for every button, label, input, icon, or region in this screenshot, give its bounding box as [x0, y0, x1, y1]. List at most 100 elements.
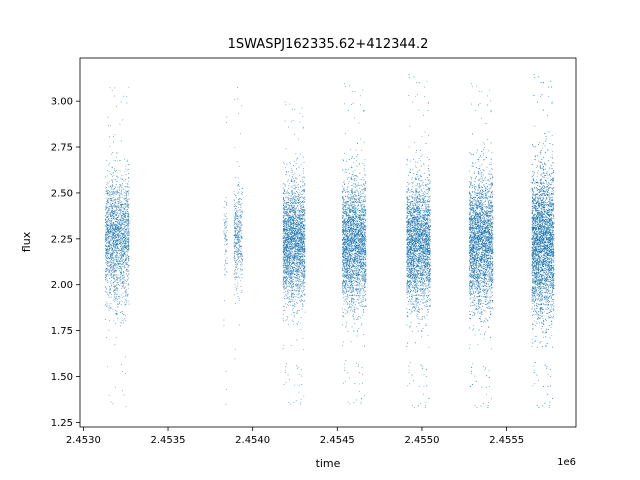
data-point — [292, 292, 294, 294]
data-point — [116, 288, 118, 289]
data-point — [285, 276, 287, 278]
data-point — [302, 259, 304, 261]
data-point — [121, 222, 123, 224]
data-point — [119, 221, 121, 223]
data-point — [291, 197, 293, 199]
data-point — [238, 239, 240, 241]
data-point — [114, 292, 116, 294]
data-point — [290, 180, 292, 182]
data-point — [124, 317, 126, 319]
data-point — [234, 261, 236, 263]
data-point — [294, 264, 296, 266]
data-point — [110, 243, 112, 245]
data-point — [126, 249, 128, 251]
data-point — [128, 86, 130, 88]
data-point — [122, 232, 124, 234]
data-point — [287, 260, 289, 262]
data-point — [295, 365, 297, 367]
data-point — [298, 257, 300, 259]
data-point — [288, 206, 290, 208]
data-point — [296, 272, 298, 274]
data-point — [298, 254, 300, 255]
data-point — [285, 104, 287, 106]
data-point — [239, 210, 241, 212]
data-point — [294, 205, 296, 207]
data-point — [286, 171, 287, 173]
data-point — [287, 257, 289, 259]
data-point — [128, 266, 129, 268]
data-point — [112, 225, 114, 227]
data-point — [120, 101, 122, 103]
data-point — [116, 314, 118, 316]
data-point — [289, 219, 291, 221]
data-point — [300, 201, 302, 203]
data-point — [235, 195, 237, 196]
data-point — [239, 277, 240, 279]
data-point — [114, 228, 116, 230]
data-point — [240, 190, 242, 192]
data-point — [301, 254, 303, 256]
data-point — [302, 201, 303, 203]
data-point — [286, 255, 287, 257]
data-point — [117, 212, 118, 214]
data-point — [298, 285, 300, 287]
data-point — [236, 225, 238, 226]
data-point — [127, 230, 129, 232]
data-point — [128, 249, 130, 251]
data-point — [287, 199, 289, 201]
data-point — [233, 216, 235, 218]
data-point — [299, 262, 301, 264]
data-point — [108, 164, 109, 166]
data-point — [291, 298, 293, 300]
data-point — [292, 201, 294, 203]
data-point — [240, 207, 242, 209]
data-point — [284, 243, 286, 245]
data-point — [120, 234, 122, 236]
data-point — [126, 257, 128, 259]
data-point — [303, 242, 305, 244]
data-point — [297, 366, 299, 368]
data-point — [114, 225, 116, 227]
data-point — [237, 221, 239, 222]
data-point — [288, 205, 290, 207]
data-point — [118, 206, 120, 208]
data-point — [241, 194, 243, 196]
data-point — [120, 254, 122, 256]
data-point — [122, 257, 124, 259]
data-point — [297, 262, 299, 263]
data-point — [296, 302, 298, 304]
data-point — [284, 372, 286, 373]
data-point — [115, 201, 117, 203]
data-point — [106, 223, 108, 225]
data-point — [112, 200, 114, 202]
data-point — [127, 245, 129, 247]
data-point — [283, 183, 285, 185]
data-point — [240, 269, 242, 270]
data-point — [117, 176, 119, 178]
data-point — [298, 278, 300, 280]
data-point — [114, 244, 116, 245]
data-point — [105, 187, 107, 189]
data-point — [107, 229, 109, 231]
data-point — [117, 252, 119, 253]
data-point — [125, 190, 127, 192]
data-point — [126, 161, 128, 162]
data-point — [108, 294, 110, 296]
data-point — [285, 148, 287, 150]
data-point — [291, 242, 293, 244]
data-point — [223, 231, 225, 233]
data-point — [236, 238, 238, 239]
data-point — [114, 160, 116, 162]
data-point — [295, 159, 297, 161]
data-point — [303, 251, 305, 253]
data-point — [241, 192, 243, 193]
data-point — [282, 237, 284, 239]
data-point — [292, 174, 294, 175]
data-point — [109, 195, 111, 197]
data-point — [301, 249, 303, 250]
data-point — [292, 224, 294, 225]
data-point — [303, 269, 305, 271]
data-point — [124, 236, 126, 238]
data-point — [117, 293, 119, 295]
data-point — [121, 243, 123, 245]
